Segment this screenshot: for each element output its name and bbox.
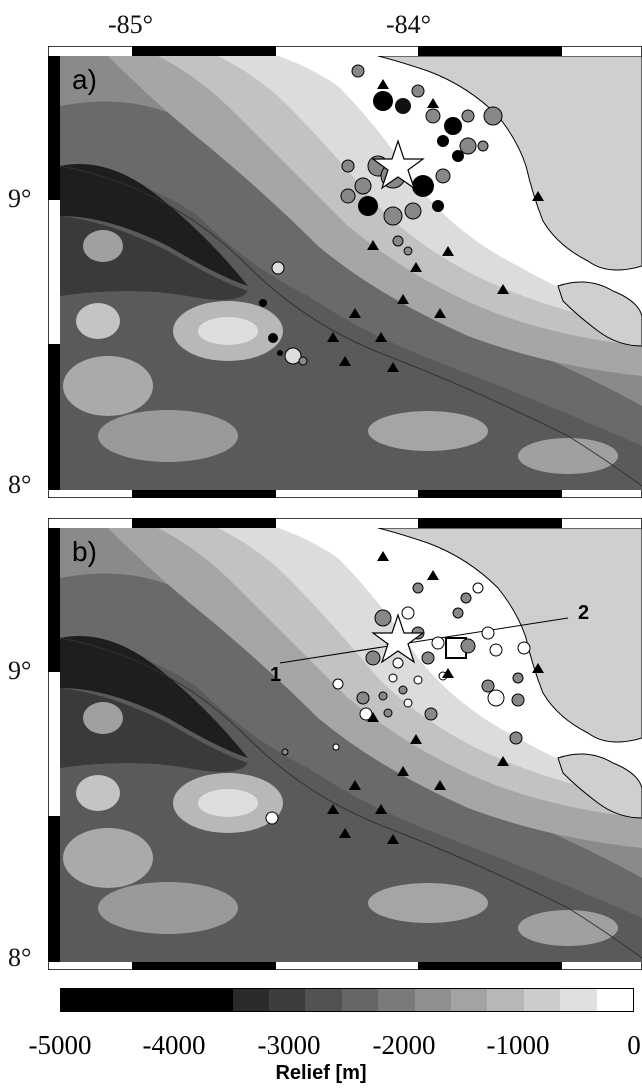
mainshock-star-a <box>371 139 425 190</box>
colorbar-segment <box>378 989 415 1011</box>
station-triangles-b <box>327 551 544 844</box>
colorbar-segment <box>487 989 524 1011</box>
lat-label-8-a: 8° <box>8 470 32 499</box>
colorbar-segment <box>268 989 306 1011</box>
map-panel-b: b) 1 2 <box>48 518 642 970</box>
colorbar-segment <box>414 989 451 1011</box>
colorbar-tick-2: -3000 <box>257 1030 321 1060</box>
profile-start-label: 1 <box>270 664 282 686</box>
colorbar-tick-3: -2000 <box>372 1030 436 1060</box>
lat-label-8-b: 8° <box>8 943 32 972</box>
colorbar-title: Relief [m] <box>275 1062 367 1084</box>
colorbar-segment <box>305 989 342 1011</box>
colorbar-segment <box>523 989 561 1011</box>
lat-label-9-b: 9° <box>8 656 32 685</box>
station-triangles-a <box>327 79 544 372</box>
colorbar-segment <box>560 989 597 1011</box>
profile-end-label: 2 <box>578 602 590 624</box>
colorbar-segment <box>341 989 379 1011</box>
panel-b-label: b) <box>72 536 97 567</box>
colorbar-tick-4: -1000 <box>486 1030 550 1060</box>
colorbar <box>60 988 634 1012</box>
colorbar-segment <box>596 989 633 1011</box>
earthquake-markers-a <box>259 64 503 366</box>
profile-line <box>279 617 569 664</box>
map-panel-a: a) <box>48 46 642 498</box>
colorbar-segment <box>61 989 233 1011</box>
mainshock-star-b <box>371 613 425 664</box>
lon-label-85: -85° <box>108 10 154 39</box>
colorbar-segment <box>232 989 269 1011</box>
colorbar-segment <box>450 989 488 1011</box>
lon-label-84: -84° <box>386 10 432 39</box>
panel-a-label: a) <box>72 64 97 95</box>
lat-label-9-a: 9° <box>8 184 32 213</box>
colorbar-tick-5: 0 <box>627 1030 641 1060</box>
colorbar-tick-1: -4000 <box>142 1030 206 1060</box>
colorbar-tick-0: -5000 <box>28 1030 92 1060</box>
